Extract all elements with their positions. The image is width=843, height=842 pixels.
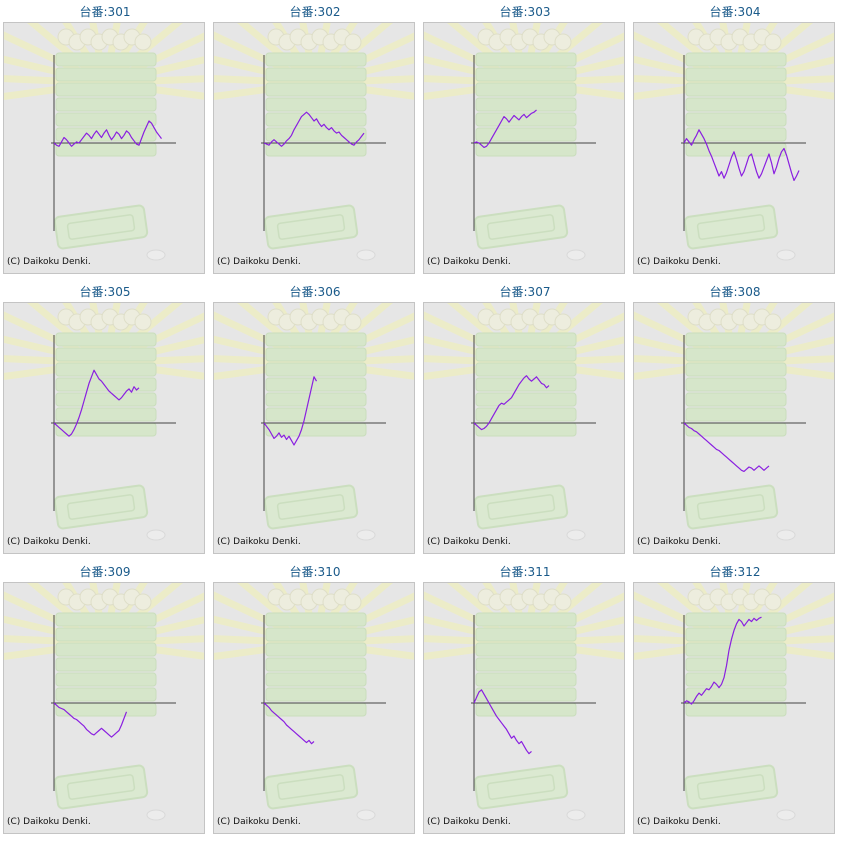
line-chart — [424, 23, 624, 261]
series-line — [263, 376, 318, 446]
line-chart — [634, 23, 834, 261]
chart-panel: (C) Daikoku Denki. — [423, 22, 625, 274]
machine-number-title: 台番:312 — [709, 565, 761, 579]
machine-chart-cell: 台番:309 (C) Daikoku Denki. — [0, 560, 210, 840]
series-line — [53, 702, 128, 738]
series-line — [53, 369, 140, 437]
machine-chart-cell: 台番:303 (C) Daikoku Denki. — [420, 0, 630, 280]
machine-chart-cell: 台番:311 (C) Daikoku Denki. — [420, 560, 630, 840]
series-line — [683, 129, 800, 181]
copyright-text: (C) Daikoku Denki. — [7, 537, 91, 547]
copyright-text: (C) Daikoku Denki. — [637, 817, 721, 827]
chart-panel: (C) Daikoku Denki. — [213, 302, 415, 554]
chart-panel: (C) Daikoku Denki. — [213, 582, 415, 834]
copyright-text: (C) Daikoku Denki. — [217, 257, 301, 267]
line-chart — [4, 23, 204, 261]
chart-panel: (C) Daikoku Denki. — [213, 22, 415, 274]
machine-chart-cell: 台番:310 (C) Daikoku Denki. — [210, 560, 420, 840]
background-illustration — [634, 583, 834, 821]
chart-panel: (C) Daikoku Denki. — [633, 582, 835, 834]
machine-number-title: 台番:306 — [289, 285, 341, 299]
line-chart — [424, 303, 624, 541]
line-chart — [214, 583, 414, 821]
copyright-text: (C) Daikoku Denki. — [637, 257, 721, 267]
machine-number-title: 台番:309 — [79, 565, 131, 579]
line-chart — [214, 23, 414, 261]
series-line — [473, 689, 532, 755]
line-chart — [424, 583, 624, 821]
copyright-text: (C) Daikoku Denki. — [7, 817, 91, 827]
background-illustration — [214, 583, 414, 821]
machine-chart-cell: 台番:304 (C) Daikoku Denki. — [630, 0, 840, 280]
chart-panel: (C) Daikoku Denki. — [423, 582, 625, 834]
machine-chart-cell: 台番:308 (C) Daikoku Denki. — [630, 280, 840, 560]
copyright-text: (C) Daikoku Denki. — [637, 537, 721, 547]
machine-chart-cell: 台番:312 (C) Daikoku Denki. — [630, 560, 840, 840]
copyright-text: (C) Daikoku Denki. — [427, 537, 511, 547]
machine-chart-cell: 台番:302 (C) Daikoku Denki. — [210, 0, 420, 280]
series-line — [473, 375, 550, 431]
machine-number-title: 台番:301 — [79, 5, 131, 19]
machine-number-title: 台番:302 — [289, 5, 341, 19]
series-line — [263, 111, 365, 147]
chart-panel: (C) Daikoku Denki. — [3, 22, 205, 274]
chart-panel: (C) Daikoku Denki. — [3, 582, 205, 834]
series-line — [473, 109, 537, 149]
series-line — [683, 422, 770, 472]
series-line — [683, 616, 762, 705]
series-line — [53, 120, 162, 147]
background-illustration — [4, 23, 204, 261]
copyright-text: (C) Daikoku Denki. — [7, 257, 91, 267]
series-line — [263, 702, 315, 745]
line-chart — [634, 583, 834, 821]
copyright-text: (C) Daikoku Denki. — [217, 537, 301, 547]
background-illustration — [424, 303, 624, 541]
machine-chart-cell: 台番:301 (C) Daikoku Denki. — [0, 0, 210, 280]
background-illustration — [424, 583, 624, 821]
machine-number-title: 台番:307 — [499, 285, 551, 299]
background-illustration — [214, 303, 414, 541]
machine-number-title: 台番:303 — [499, 5, 551, 19]
machine-chart-cell: 台番:306 (C) Daikoku Denki. — [210, 280, 420, 560]
background-illustration — [4, 303, 204, 541]
machine-chart-cell: 台番:305 (C) Daikoku Denki. — [0, 280, 210, 560]
copyright-text: (C) Daikoku Denki. — [427, 817, 511, 827]
chart-panel: (C) Daikoku Denki. — [3, 302, 205, 554]
background-illustration — [424, 23, 624, 261]
chart-panel: (C) Daikoku Denki. — [423, 302, 625, 554]
copyright-text: (C) Daikoku Denki. — [217, 817, 301, 827]
machine-number-title: 台番:310 — [289, 565, 341, 579]
line-chart — [4, 303, 204, 541]
background-illustration — [4, 583, 204, 821]
machine-chart-cell: 台番:307 (C) Daikoku Denki. — [420, 280, 630, 560]
copyright-text: (C) Daikoku Denki. — [427, 257, 511, 267]
machine-number-title: 台番:305 — [79, 285, 131, 299]
machine-number-title: 台番:304 — [709, 5, 761, 19]
line-chart — [634, 303, 834, 541]
line-chart — [214, 303, 414, 541]
chart-panel: (C) Daikoku Denki. — [633, 22, 835, 274]
chart-panel: (C) Daikoku Denki. — [633, 302, 835, 554]
background-illustration — [214, 23, 414, 261]
machine-number-title: 台番:311 — [499, 565, 551, 579]
line-chart — [4, 583, 204, 821]
background-illustration — [634, 23, 834, 261]
machine-number-title: 台番:308 — [709, 285, 761, 299]
background-illustration — [634, 303, 834, 541]
